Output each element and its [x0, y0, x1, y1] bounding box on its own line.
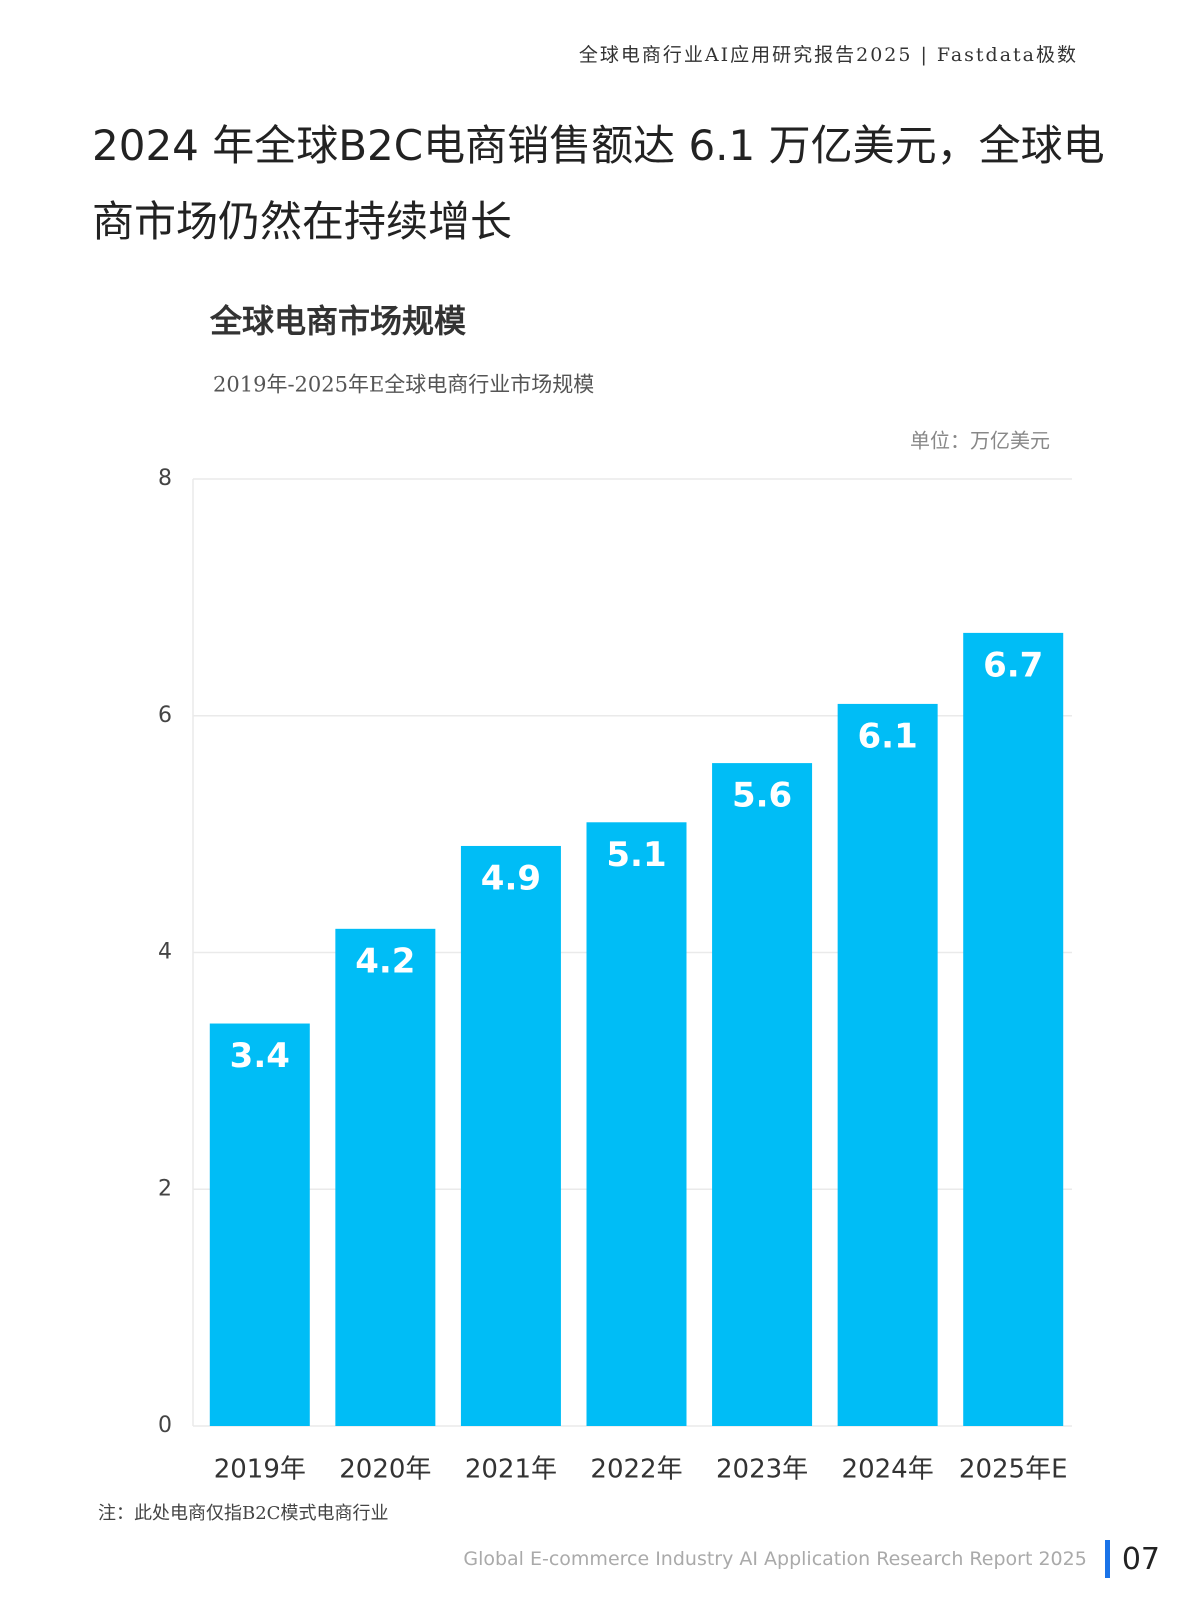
x-tick-label: 2024年: [842, 1455, 934, 1485]
bar: [209, 1023, 310, 1426]
bar: [460, 845, 561, 1426]
bar: [712, 763, 813, 1426]
y-tick-label: 6: [158, 703, 172, 728]
page-number: 07: [1121, 1541, 1160, 1577]
x-tick-label: 2021年: [465, 1455, 557, 1485]
value-label: 6.7: [983, 645, 1043, 685]
x-tick-label: 2019年: [214, 1455, 306, 1485]
value-label: 6.1: [858, 716, 918, 756]
value-label: 3.4: [230, 1036, 290, 1076]
y-tick-label: 0: [158, 1413, 172, 1438]
y-tick-label: 2: [158, 1176, 172, 1201]
x-tick-label: 2023年: [716, 1455, 808, 1485]
chart-subtitle: 2019年-2025年E全球电商行业市场规模: [213, 373, 594, 397]
x-tick-label: 2025年E: [959, 1455, 1068, 1485]
value-label: 4.2: [355, 941, 415, 981]
header: 全球电商行业AI应用研究报告2025 | Fastdata极数: [578, 44, 1078, 66]
y-tick-label: 8: [158, 466, 172, 491]
chart-title: 全球电商市场规模: [209, 302, 466, 340]
headline: 2024 年全球B2C电商销售额达 6.1 万亿美元，全球电商市场仍然在持续增长: [92, 121, 1105, 246]
footer-text: Global E-commerce Industry AI Applicatio…: [463, 1548, 1087, 1570]
bar: [335, 928, 436, 1426]
unit-label: 单位：万亿美元: [910, 429, 1050, 453]
value-label: 4.9: [481, 858, 541, 898]
bar: [963, 632, 1064, 1426]
footer: Global E-commerce Industry AI Applicatio…: [463, 1540, 1160, 1578]
value-label: 5.1: [606, 835, 666, 875]
x-tick-label: 2020年: [339, 1455, 431, 1485]
footer-divider: [1104, 1540, 1110, 1578]
note: 注：此处电商仅指B2C模式电商行业: [98, 1503, 388, 1524]
value-label: 5.6: [732, 776, 792, 816]
x-tick-label: 2022年: [590, 1455, 682, 1485]
y-tick-label: 4: [158, 940, 172, 965]
bar: [837, 703, 938, 1426]
bar: [586, 822, 687, 1426]
